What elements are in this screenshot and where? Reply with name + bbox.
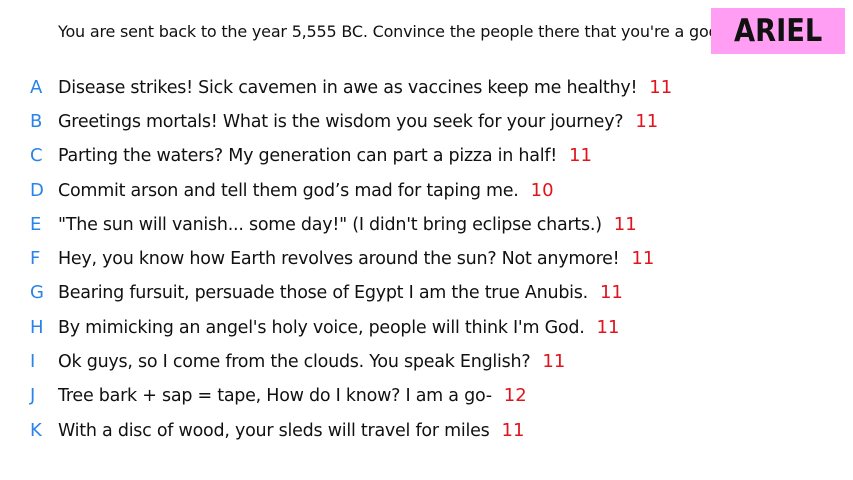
- answer-letter: J: [30, 385, 36, 407]
- answer-letter: I: [30, 351, 36, 373]
- answer-text: Ok guys, so I come from the clouds. You …: [58, 352, 531, 373]
- answer-letter: C: [30, 145, 43, 167]
- answer-letter: E: [30, 213, 42, 235]
- answer-letter: G: [30, 282, 44, 304]
- answer-score: 11: [635, 110, 659, 132]
- answer-text-wrap: Parting the waters? My generation can pa…: [58, 145, 592, 166]
- answer-score: 11: [569, 145, 592, 167]
- answer-letter: K: [30, 419, 42, 441]
- answer-text: "The sun will vanish... some day!" (I di…: [58, 214, 602, 235]
- answer-score: 11: [649, 76, 673, 98]
- answer-letter: H: [30, 316, 44, 338]
- answer-text: By mimicking an angel's holy voice, peop…: [58, 317, 585, 338]
- answer-text-wrap: Disease strikes! Sick cavemen in awe as …: [58, 77, 672, 98]
- answer-score: 11: [631, 248, 655, 270]
- answer-text: Hey, you know how Earth revolves around …: [58, 249, 620, 270]
- answer-text-wrap: Hey, you know how Earth revolves around …: [58, 248, 654, 269]
- answer-text-wrap: Bearing fursuit, persuade those of Egypt…: [58, 282, 623, 303]
- answer-item-b: B Greetings mortals! What is the wisdom …: [0, 104, 853, 138]
- answer-text: Commit arson and tell them god’s mad for…: [58, 180, 519, 201]
- answer-text: Disease strikes! Sick cavemen in awe as …: [58, 77, 638, 98]
- answer-item-d: D Commit arson and tell them god’s mad f…: [0, 173, 853, 207]
- answer-score: 11: [599, 282, 623, 304]
- answer-score: 11: [501, 419, 525, 441]
- answer-text-wrap: "The sun will vanish... some day!" (I di…: [58, 214, 637, 235]
- player-name-badge: ARIEL: [711, 8, 845, 54]
- answer-letter: D: [30, 179, 44, 201]
- answer-text: Parting the waters? My generation can pa…: [58, 146, 558, 167]
- answer-text: Tree bark + sap = tape, How do I know? I…: [58, 386, 492, 407]
- answer-letter: B: [30, 110, 43, 132]
- answer-letter: F: [30, 248, 41, 270]
- answer-item-a: A Disease strikes! Sick cavemen in awe a…: [0, 70, 853, 104]
- answer-text-wrap: Greetings mortals! What is the wisdom yo…: [58, 111, 658, 132]
- answer-text: Bearing fursuit, persuade those of Egypt…: [58, 283, 588, 304]
- answer-text-wrap: Ok guys, so I come from the clouds. You …: [58, 351, 565, 372]
- answer-score: 10: [530, 179, 554, 201]
- answer-item-h: H By mimicking an angel's holy voice, pe…: [0, 310, 853, 344]
- answer-item-c: C Parting the waters? My generation can …: [0, 139, 853, 173]
- answer-score: 11: [596, 316, 620, 338]
- answer-text: With a disc of wood, your sleds will tra…: [58, 420, 490, 441]
- answer-list: A Disease strikes! Sick cavemen in awe a…: [0, 70, 853, 447]
- answer-text-wrap: By mimicking an angel's holy voice, peop…: [58, 317, 619, 338]
- answer-text-wrap: Tree bark + sap = tape, How do I know? I…: [58, 385, 527, 406]
- answer-item-g: G Bearing fursuit, persuade those of Egy…: [0, 276, 853, 310]
- answer-item-i: I Ok guys, so I come from the clouds. Yo…: [0, 344, 853, 378]
- player-name: ARIEL: [733, 13, 823, 49]
- answer-item-e: E "The sun will vanish... some day!" (I …: [0, 207, 853, 241]
- prompt-text: You are sent back to the year 5,555 BC. …: [58, 22, 724, 41]
- answer-text-wrap: Commit arson and tell them god’s mad for…: [58, 180, 554, 201]
- answer-item-j: J Tree bark + sap = tape, How do I know?…: [0, 379, 853, 413]
- answer-letter: A: [30, 76, 43, 98]
- answer-score: 12: [503, 385, 527, 407]
- answer-item-k: K With a disc of wood, your sleds will t…: [0, 413, 853, 447]
- answer-item-f: F Hey, you know how Earth revolves aroun…: [0, 241, 853, 275]
- answer-text: Greetings mortals! What is the wisdom yo…: [58, 111, 624, 132]
- answer-text-wrap: With a disc of wood, your sleds will tra…: [58, 420, 524, 441]
- answer-score: 11: [542, 351, 566, 373]
- answer-score: 11: [613, 213, 637, 235]
